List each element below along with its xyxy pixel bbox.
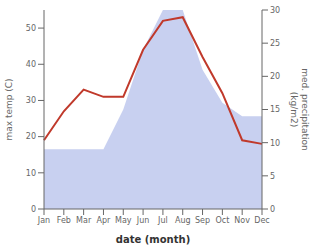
svg-text:max temp (C): max temp (C): [8, 78, 14, 140]
svg-text:date (month): date (month): [116, 234, 190, 245]
svg-text:0: 0: [270, 205, 275, 214]
svg-text:30: 30: [270, 6, 280, 15]
svg-text:40: 40: [26, 60, 36, 69]
svg-text:Aug: Aug: [175, 216, 191, 225]
svg-text:Apr: Apr: [97, 216, 112, 225]
svg-text:5: 5: [270, 172, 275, 181]
svg-text:med. precipitation: med. precipitation: [300, 68, 310, 150]
svg-text:Jul: Jul: [157, 216, 168, 225]
svg-text:15: 15: [270, 105, 280, 114]
svg-text:25: 25: [270, 39, 280, 48]
svg-text:10: 10: [26, 169, 36, 178]
svg-text:20: 20: [26, 132, 36, 141]
svg-text:Oct: Oct: [215, 216, 229, 225]
svg-text:(kg/m2): (kg/m2): [289, 92, 299, 127]
svg-text:Mar: Mar: [76, 216, 92, 225]
svg-text:30: 30: [26, 96, 36, 105]
svg-text:Sep: Sep: [195, 216, 210, 225]
svg-text:50: 50: [26, 24, 36, 33]
svg-text:Dec: Dec: [254, 216, 269, 225]
svg-text:Jan: Jan: [37, 216, 50, 225]
svg-text:Feb: Feb: [57, 216, 71, 225]
svg-text:20: 20: [270, 72, 280, 81]
svg-text:Jun: Jun: [136, 216, 150, 225]
svg-text:0: 0: [31, 205, 36, 214]
svg-text:May: May: [115, 216, 132, 225]
svg-text:Nov: Nov: [234, 216, 250, 225]
svg-text:10: 10: [270, 139, 280, 148]
